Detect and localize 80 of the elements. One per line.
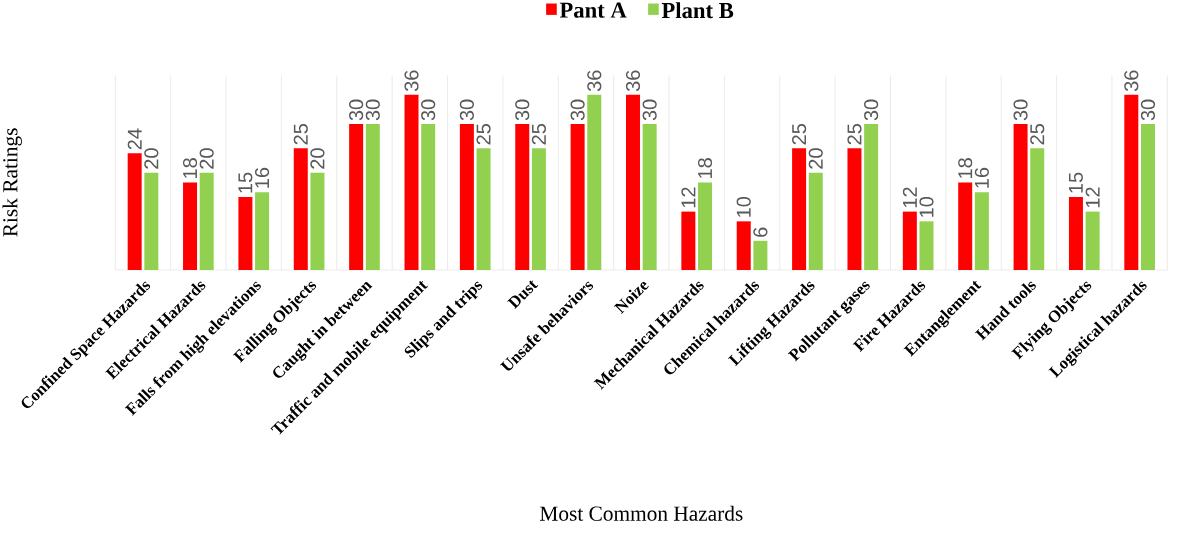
bar [255, 192, 270, 270]
bar [847, 148, 862, 270]
bar [1085, 211, 1100, 270]
data-label: 30 [365, 99, 380, 121]
data-label: 24 [127, 128, 142, 150]
data-label: 16 [974, 167, 989, 188]
bar [515, 124, 530, 270]
data-label: 18 [697, 158, 713, 178]
data-label: 6 [753, 227, 768, 237]
data-label: 30 [349, 99, 364, 121]
data-label: 30 [642, 99, 657, 121]
data-label: 36 [404, 70, 419, 92]
data-label: 25 [293, 123, 308, 145]
data-label: 12 [902, 187, 917, 208]
legend-label: Pant A [559, 2, 627, 18]
bar [958, 182, 973, 270]
bar [349, 124, 364, 270]
data-label: 12 [1085, 187, 1100, 208]
bar [127, 153, 142, 270]
data-label: 25 [476, 123, 491, 145]
bar [476, 148, 491, 270]
data-label: 25 [847, 123, 862, 145]
data-label: 18 [182, 158, 198, 178]
data-label: 25 [1030, 123, 1045, 145]
bar [531, 148, 546, 270]
bar [902, 211, 917, 270]
data-label: 36 [587, 70, 602, 92]
bar [365, 124, 380, 270]
bar [459, 124, 474, 270]
legend-label: Plant B [661, 2, 734, 19]
data-label: 15 [1068, 172, 1083, 193]
bar [421, 124, 436, 270]
bar [199, 172, 214, 270]
data-label: 15 [238, 172, 253, 193]
bar [974, 192, 989, 270]
data-label: 10 [736, 196, 751, 217]
bar [753, 240, 768, 270]
bar [587, 94, 602, 270]
bar [238, 197, 253, 270]
bar [808, 172, 823, 270]
data-label: 16 [254, 167, 270, 188]
bar [1013, 124, 1028, 270]
data-label: 25 [531, 123, 546, 145]
data-label: 12 [681, 187, 696, 208]
bar [570, 124, 585, 270]
bar [404, 94, 419, 270]
data-label: 30 [570, 99, 585, 121]
data-label: 20 [199, 148, 214, 169]
bar [1068, 197, 1083, 270]
data-label: 30 [421, 99, 436, 121]
data-label: 20 [144, 148, 159, 169]
bar [144, 172, 159, 270]
data-label: 36 [625, 70, 641, 92]
bar [642, 124, 657, 270]
bar [1140, 124, 1155, 270]
bar [1124, 94, 1139, 270]
data-label: 30 [864, 99, 879, 121]
data-label: 30 [515, 99, 530, 121]
data-label: 30 [459, 99, 474, 121]
bar [310, 172, 325, 270]
x-axis-title: Most Common Hazards [540, 505, 743, 521]
bar [919, 221, 934, 270]
y-axis-title: Risk Ratings [2, 128, 22, 237]
data-label: 18 [958, 158, 973, 178]
data-label: 36 [1124, 70, 1139, 92]
bar [736, 221, 751, 270]
bar [681, 211, 696, 270]
bar [293, 148, 308, 270]
bar [792, 148, 807, 270]
data-label: 20 [310, 148, 325, 169]
data-label: 20 [808, 148, 823, 169]
data-label: 30 [1140, 99, 1156, 121]
bar [698, 182, 713, 270]
data-label: 25 [792, 123, 807, 145]
bar [1030, 148, 1045, 270]
bar [864, 124, 879, 270]
data-label: 30 [1013, 99, 1028, 121]
data-label: 10 [919, 196, 934, 217]
bar [183, 182, 198, 270]
bar [625, 94, 640, 270]
